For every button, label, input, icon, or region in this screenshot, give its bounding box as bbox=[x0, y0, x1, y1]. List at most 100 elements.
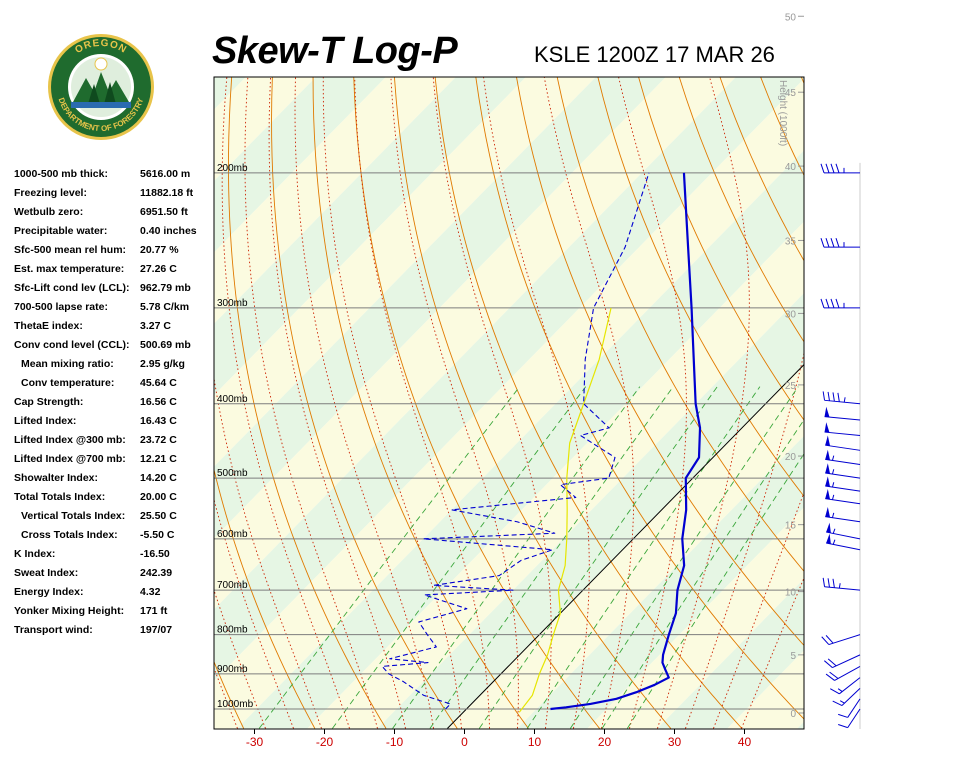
index-label: Yonker Mixing Height: bbox=[14, 605, 125, 617]
wind-pennant bbox=[825, 506, 831, 518]
wind-barb bbox=[824, 654, 861, 669]
wind-flag bbox=[825, 298, 830, 309]
moist-adiabat bbox=[390, 77, 519, 729]
x-tick-label: -20 bbox=[316, 735, 334, 749]
index-value: 500.69 mb bbox=[140, 339, 191, 351]
index-value: 5616.00 m bbox=[140, 168, 191, 180]
wind-pennant bbox=[825, 476, 831, 487]
x-tick-label: 10 bbox=[528, 735, 542, 749]
moist-adiabat bbox=[268, 77, 406, 729]
wind-half-flag bbox=[831, 494, 835, 500]
pressure-label: 600mb bbox=[217, 529, 248, 540]
x-tick-label: 0 bbox=[461, 735, 468, 749]
index-row: Sweat Index: 242.39 bbox=[14, 567, 214, 586]
wind-flag bbox=[820, 298, 825, 309]
index-row: Yonker Mixing Height: 171 ft bbox=[14, 605, 214, 624]
wind-flag bbox=[825, 635, 834, 644]
index-label: K Index: bbox=[14, 548, 56, 560]
index-label: Conv temperature: bbox=[21, 377, 115, 389]
wind-half-flag bbox=[837, 688, 843, 692]
wind-barb bbox=[824, 406, 861, 421]
parcel-trace bbox=[518, 307, 612, 713]
wind-flag bbox=[835, 238, 840, 248]
wind-staff bbox=[826, 542, 861, 551]
station-label: KSLE 1200Z 17 MAR 26 bbox=[534, 42, 775, 67]
index-value: 6951.50 ft bbox=[140, 206, 188, 218]
index-value: 27.26 C bbox=[140, 263, 177, 275]
height-tick-label: 35 bbox=[785, 236, 797, 247]
moist-adiabat bbox=[244, 77, 378, 729]
mixing-ratio-line bbox=[601, 419, 804, 729]
temperature-trace bbox=[550, 172, 702, 711]
isotherm-band bbox=[377, 293, 804, 729]
index-label: Est. max temperature: bbox=[14, 263, 125, 275]
isotherm-band bbox=[237, 150, 804, 729]
wind-flag bbox=[827, 658, 837, 667]
pressure-label: 200mb bbox=[217, 163, 248, 174]
plot-area: 200mb 300mb 400mb 500mb 600mb 700mb 800mb 900mb… bbox=[214, 54, 960, 729]
index-label: Total Totals Index: bbox=[14, 491, 106, 503]
index-value: 962.79 mb bbox=[140, 282, 191, 294]
index-row: 1000-500 mb thick: 5616.00 m bbox=[14, 168, 214, 187]
index-row: Sfc-500 mean rel hum: 20.77 % bbox=[14, 244, 214, 263]
wind-flag bbox=[832, 392, 835, 402]
height-tick-label: 50 bbox=[785, 12, 797, 23]
wind-flag bbox=[822, 391, 826, 401]
index-label: Cap Strength: bbox=[14, 396, 84, 408]
pressure-label: 300mb bbox=[217, 298, 248, 309]
index-value: 20.77 % bbox=[140, 244, 179, 256]
wind-flag bbox=[830, 298, 835, 309]
index-label: Transport wind: bbox=[14, 624, 93, 636]
height-tick-label: 20 bbox=[785, 452, 797, 463]
index-row: Vertical Totals Index: 25.50 C bbox=[14, 510, 214, 529]
index-row: Est. max temperature: 27.26 C bbox=[14, 263, 214, 282]
wind-barb bbox=[820, 298, 860, 309]
wind-flag bbox=[825, 238, 830, 248]
wind-flag bbox=[824, 660, 833, 668]
wind-flag bbox=[837, 392, 840, 402]
x-tick-label: 20 bbox=[598, 735, 612, 749]
wind-flag bbox=[830, 688, 840, 695]
index-row: Sfc-Lift cond lev (LCL): 962.79 mb bbox=[14, 282, 214, 301]
index-value: 45.64 C bbox=[140, 377, 177, 389]
index-row: 700-500 lapse rate: 5.78 C/km bbox=[14, 301, 214, 320]
index-value: 14.20 C bbox=[140, 472, 177, 484]
index-row: Freezing level: 11882.18 ft bbox=[14, 187, 214, 206]
isotherm-band bbox=[214, 77, 316, 181]
mixing-ratio-line bbox=[626, 453, 804, 729]
wind-pennant bbox=[824, 406, 830, 418]
wind-flag bbox=[820, 238, 825, 248]
height-tick-label: 40 bbox=[785, 162, 797, 173]
wind-flag bbox=[830, 238, 835, 248]
wind-staff bbox=[825, 444, 861, 451]
wind-barb bbox=[830, 677, 861, 695]
wind-flag bbox=[825, 163, 830, 173]
wind-barb bbox=[825, 488, 861, 505]
isotherm-band bbox=[214, 77, 736, 610]
wind-barb bbox=[825, 463, 861, 479]
index-label: Precipitable water: bbox=[14, 225, 108, 237]
mixing-ratio-line bbox=[526, 386, 761, 729]
dry-adiabat bbox=[638, 77, 804, 421]
wind-barb bbox=[838, 708, 861, 729]
height-axis-label: Height (1000ft) bbox=[777, 80, 788, 146]
isotherm-band bbox=[867, 54, 960, 728]
wind-barb bbox=[822, 391, 861, 405]
index-value: 171 ft bbox=[140, 605, 168, 617]
isotherm-band bbox=[517, 436, 804, 729]
index-value: 11882.18 ft bbox=[140, 187, 194, 199]
index-label: 1000-500 mb thick: bbox=[14, 168, 108, 180]
mixing-ratio-line bbox=[392, 386, 641, 729]
x-tick-label: -30 bbox=[246, 735, 264, 749]
index-row: Transport wind: 197/07 bbox=[14, 624, 214, 643]
wind-barb bbox=[826, 533, 861, 551]
index-label: Sfc-Lift cond lev (LCL): bbox=[14, 282, 130, 294]
index-label: Cross Totals Index: bbox=[21, 529, 118, 541]
dry-adiabat bbox=[214, 660, 245, 729]
wind-pennant bbox=[826, 533, 831, 544]
index-row: Lifted Index @700 mb: 12.21 C bbox=[14, 453, 214, 472]
wind-staff bbox=[841, 688, 861, 706]
wind-barb bbox=[820, 163, 860, 174]
wind-half-flag bbox=[832, 528, 836, 534]
moist-adiabat bbox=[294, 77, 434, 729]
